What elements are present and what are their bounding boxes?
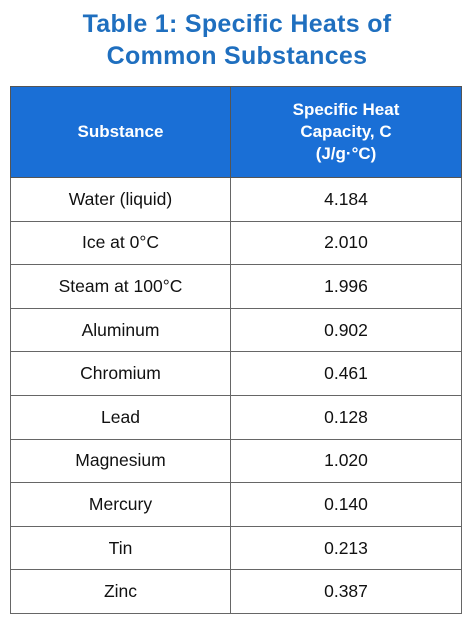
column-header-line: Capacity, C <box>300 122 392 141</box>
header-row: Substance Specific Heat Capacity, C (J/g·°C… <box>10 86 462 178</box>
substance-cell: Ice at 0°C <box>10 220 231 266</box>
value-cell: 0.387 <box>230 569 462 614</box>
value-cell: 1.996 <box>230 264 462 309</box>
substance-cell: Steam at 100°C <box>10 264 231 309</box>
substance-cell: Aluminum <box>10 307 231 353</box>
table-row: Steam at 100°C 1.996 <box>10 264 462 309</box>
column-header: Substance <box>10 86 231 178</box>
title-line: Table 1: Specific Heats of <box>82 10 392 38</box>
value-cell: 0.902 <box>230 307 462 353</box>
table-row: Chromium 0.461 <box>10 351 462 396</box>
value-cell: 0.128 <box>230 394 462 440</box>
column-header-line: Substance <box>77 122 164 141</box>
table-row: Tin 0.213 <box>10 525 462 571</box>
value-cell: 2.010 <box>230 220 462 266</box>
title: Table 1: Specific Heats of Common Substan… <box>0 8 474 72</box>
table-header: Substance Specific Heat Capacity, C (J/g·°C… <box>10 86 462 178</box>
substance-cell: Zinc <box>10 569 231 614</box>
value-cell: 1.020 <box>230 438 462 484</box>
table-row: Lead 0.128 <box>10 394 462 440</box>
column-header-line: Specific Heat <box>292 100 400 119</box>
table-body: Water (liquid) 4.184 Ice at 0°C 2.010 Steam … <box>10 177 462 614</box>
value-cell: 0.213 <box>230 525 462 571</box>
specific-heat-table: Substance Specific Heat Capacity, C (J/g·°C… <box>10 86 462 614</box>
table-row: Mercury 0.140 <box>10 482 462 527</box>
table-row: Zinc 0.387 <box>10 569 462 614</box>
table-row: Aluminum 0.902 <box>10 307 462 353</box>
substance-cell: Chromium <box>10 351 231 396</box>
table-row: Magnesium 1.020 <box>10 438 462 484</box>
value-cell: 0.461 <box>230 351 462 396</box>
substance-cell: Magnesium <box>10 438 231 484</box>
substance-cell: Water (liquid) <box>10 177 231 222</box>
value-cell: 0.140 <box>230 482 462 527</box>
table-row: Ice at 0°C 2.010 <box>10 220 462 266</box>
substance-cell: Lead <box>10 394 231 440</box>
title-line: Common Substances <box>106 42 368 70</box>
table-row: Water (liquid) 4.184 <box>10 177 462 222</box>
column-header: Specific Heat Capacity, C (J/g·°C) <box>230 86 462 178</box>
value-cell: 4.184 <box>230 177 462 222</box>
column-header-line: (J/g·°C) <box>315 144 377 163</box>
substance-cell: Tin <box>10 525 231 571</box>
substance-cell: Mercury <box>10 482 231 527</box>
